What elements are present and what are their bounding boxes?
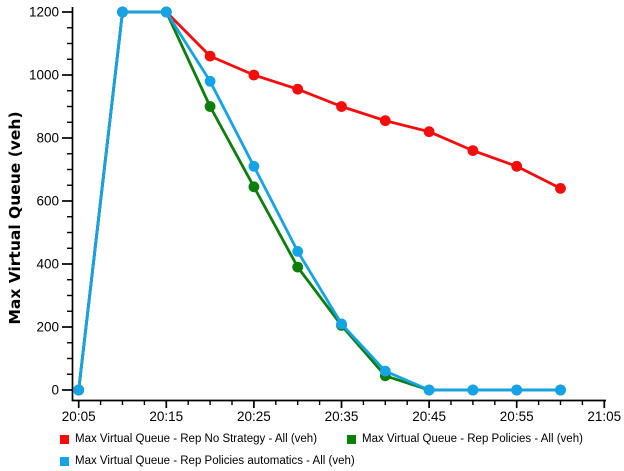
y-axis-title: Max Virtual Queue (veh) [6,111,24,324]
legend-label-rep-policies-automatics: Max Virtual Queue - Rep Policies automat… [75,455,355,467]
legend-item-rep-policies-automatics: Max Virtual Queue - Rep Policies automat… [60,455,355,467]
series-line [77,10,562,392]
data-point [379,115,391,127]
data-point [555,384,566,396]
legend-label-rep-no-strategy: Max Virtual Queue - Rep No Strategy - Al… [75,433,318,445]
x-axis-tick-label: 20:05 [62,409,96,424]
data-point [292,83,304,95]
x-axis-tick-label: 20:55 [500,409,534,424]
data-point [248,69,260,81]
x-axis-tick-label: 20:25 [237,409,271,424]
legend-swatch-rep-policies-automatics [60,456,69,466]
data-point [204,101,216,112]
legend-swatch-rep-no-strategy [60,434,69,444]
series-0 [73,6,566,396]
x-axis-tick-label: 21:05 [587,409,621,424]
series-1 [73,6,566,396]
data-point [292,246,304,257]
series-2 [73,6,566,396]
data-point [379,365,391,377]
data-point [511,160,523,172]
data-point [467,384,479,396]
axes: 0 200 400 600 800 1000 1200 20:05 20:15 20:25 20:3… [29,5,621,424]
x-axis-tick-label: 20:45 [412,409,446,424]
data-point [555,183,566,194]
data-point [292,261,304,273]
y-axis-tick-label: 400 [36,257,59,272]
series-line [77,10,562,392]
data-point [423,126,435,138]
y-axis-tick-label: 1200 [29,5,59,20]
y-axis-tick-label: 0 [51,383,59,398]
y-axis-tick-label: 1000 [29,68,59,83]
legend-label-rep-policies: Max Virtual Queue - Rep Policies - All (… [362,433,583,445]
data-point [423,384,435,396]
series-line [77,10,562,392]
data-point [511,384,523,396]
data-point [204,75,216,87]
x-axis-tick-label: 20:35 [325,409,359,424]
series-group [73,6,566,396]
legend-swatch-rep-policies [347,434,356,444]
x-axis-tick-label: 20:15 [149,409,183,424]
data-point [160,6,172,18]
data-point [336,101,347,112]
data-point [204,50,216,62]
data-point [467,145,479,157]
data-point [73,384,85,396]
legend-item-rep-policies: Max Virtual Queue - Rep Policies - All (… [347,433,583,445]
data-point [117,6,128,18]
y-axis-tick-label: 200 [36,320,59,335]
y-axis-tick-label: 600 [36,194,59,209]
data-point [248,160,260,172]
y-axis-tick-label: 800 [36,131,59,146]
legend-item-rep-no-strategy: Max Virtual Queue - Rep No Strategy - Al… [60,433,317,445]
data-point [248,181,260,193]
data-point [336,318,347,330]
